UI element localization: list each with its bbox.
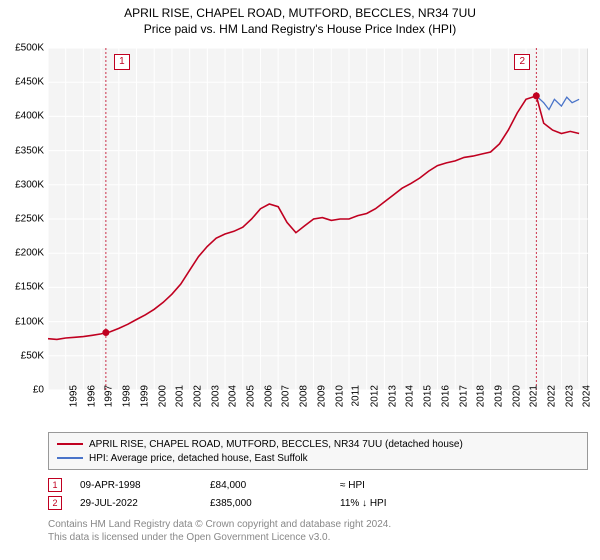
transaction-delta: ≈ HPI (340, 480, 470, 491)
marker-badge: 1 (48, 478, 62, 492)
chart-plot-area: £0£50K£100K£150K£200K£250K£300K£350K£400… (48, 48, 588, 390)
x-axis-label: 2006 (263, 385, 274, 407)
y-axis-label: £200K (2, 248, 44, 259)
x-axis-label: 2019 (493, 385, 504, 407)
legend-row: HPI: Average price, detached house, East… (57, 451, 579, 465)
x-axis-label: 2018 (475, 385, 486, 407)
x-axis-label: 2022 (546, 385, 557, 407)
title-address: APRIL RISE, CHAPEL ROAD, MUTFORD, BECCLE… (0, 6, 600, 20)
legend-label: HPI: Average price, detached house, East… (89, 453, 308, 464)
legend: APRIL RISE, CHAPEL ROAD, MUTFORD, BECCLE… (48, 432, 588, 470)
y-axis-label: £450K (2, 77, 44, 88)
transaction-date: 09-APR-1998 (80, 480, 210, 491)
x-axis-label: 2020 (511, 385, 522, 407)
y-axis-label: £350K (2, 145, 44, 156)
x-axis-label: 2008 (298, 385, 309, 407)
y-axis-label: £50K (2, 350, 44, 361)
y-axis-label: £500K (2, 43, 44, 54)
x-axis-label: 2004 (228, 385, 239, 407)
title-block: APRIL RISE, CHAPEL ROAD, MUTFORD, BECCLE… (0, 0, 600, 36)
y-axis-label: £300K (2, 179, 44, 190)
legend-label: APRIL RISE, CHAPEL ROAD, MUTFORD, BECCLE… (89, 439, 463, 450)
x-axis-label: 2015 (422, 385, 433, 407)
x-axis-label: 2001 (174, 385, 185, 407)
marker-badge: 2 (48, 496, 62, 510)
x-axis-label: 1995 (68, 385, 79, 407)
y-axis-label: £150K (2, 282, 44, 293)
x-axis-label: 2007 (281, 385, 292, 407)
transaction-date: 29-JUL-2022 (80, 498, 210, 509)
table-row: 1 09-APR-1998 £84,000 ≈ HPI (48, 476, 588, 494)
x-axis-label: 2014 (405, 385, 416, 407)
x-axis-label: 2023 (564, 385, 575, 407)
x-axis-label: 1999 (139, 385, 150, 407)
title-subtitle: Price paid vs. HM Land Registry's House … (0, 22, 600, 36)
x-axis-label: 2000 (157, 385, 168, 407)
transaction-table: 1 09-APR-1998 £84,000 ≈ HPI 2 29-JUL-202… (48, 476, 588, 512)
chart-marker-badge: 2 (514, 54, 530, 70)
x-axis-label: 2003 (210, 385, 221, 407)
footer-attribution: Contains HM Land Registry data © Crown c… (48, 518, 588, 544)
x-axis-label: 2012 (369, 385, 380, 407)
y-axis-label: £0 (2, 385, 44, 396)
footer-copyright: Contains HM Land Registry data © Crown c… (48, 518, 588, 531)
x-axis-label: 1997 (104, 385, 115, 407)
x-axis-label: 2009 (316, 385, 327, 407)
transaction-price: £84,000 (210, 480, 340, 491)
x-axis-label: 2024 (582, 385, 593, 407)
x-axis-label: 2005 (245, 385, 256, 407)
y-axis-label: £100K (2, 316, 44, 327)
chart-svg (48, 48, 588, 390)
table-row: 2 29-JUL-2022 £385,000 11% ↓ HPI (48, 494, 588, 512)
transaction-price: £385,000 (210, 498, 340, 509)
legend-row: APRIL RISE, CHAPEL ROAD, MUTFORD, BECCLE… (57, 437, 579, 451)
chart-marker-badge: 1 (114, 54, 130, 70)
x-axis-label: 2013 (387, 385, 398, 407)
x-axis-label: 2016 (440, 385, 451, 407)
x-axis-label: 2002 (192, 385, 203, 407)
y-axis-label: £400K (2, 111, 44, 122)
x-axis-label: 1996 (86, 385, 97, 407)
legend-swatch (57, 443, 83, 445)
legend-swatch (57, 457, 83, 459)
x-axis-label: 2011 (351, 385, 362, 407)
x-axis-label: 1998 (121, 385, 132, 407)
chart-container: { "title_line1": "APRIL RISE, CHAPEL ROA… (0, 0, 600, 560)
transaction-delta: 11% ↓ HPI (340, 498, 470, 509)
x-axis-label: 2010 (334, 385, 345, 407)
x-axis-label: 2021 (529, 385, 540, 407)
footer-licence: This data is licensed under the Open Gov… (48, 531, 588, 544)
x-axis-label: 2017 (458, 385, 469, 407)
y-axis-label: £250K (2, 214, 44, 225)
